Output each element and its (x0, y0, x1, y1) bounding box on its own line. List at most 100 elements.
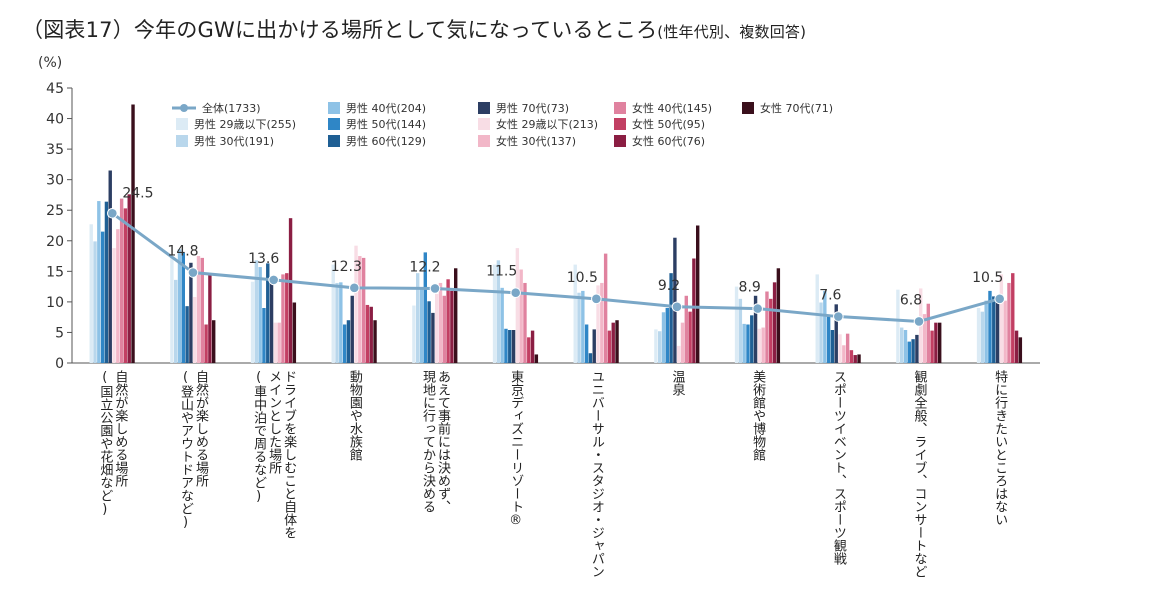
bar (658, 331, 662, 363)
bar (734, 286, 739, 363)
bar (834, 304, 838, 363)
bar (592, 329, 596, 363)
bar (196, 256, 201, 363)
legend-label: 男性 60代(129) (346, 134, 426, 148)
bar (123, 208, 128, 363)
bar (680, 322, 685, 363)
bar (769, 298, 773, 363)
legend-swatch (614, 102, 626, 114)
total-data-label: 8.9 (739, 280, 761, 296)
total-point (671, 301, 683, 313)
y-tick-label: 20 (46, 234, 64, 250)
bar (615, 320, 619, 363)
bar (611, 322, 615, 363)
category-label: スポーツイベント、スポーツ観戦 (831, 370, 847, 566)
total-line: 24.5 14.8 13.6 12.3 12.2 11.5 10.5 9.2 8.9 7.6 6.8… (107, 185, 1005, 327)
bar (423, 252, 427, 363)
legend-label: 女性 60代(76) (632, 134, 705, 148)
bar (776, 268, 781, 363)
legend-label: 女性 70代(71) (760, 101, 833, 115)
bar (119, 198, 124, 363)
bar (761, 327, 765, 363)
bar (915, 334, 919, 363)
bar (508, 330, 512, 363)
bar (934, 322, 938, 363)
bar (254, 260, 259, 363)
y-tick-label: 0 (55, 356, 64, 372)
bar (692, 258, 696, 363)
bar (896, 289, 900, 363)
bar (534, 354, 539, 363)
axes: (%) 0 5 10 15 20 25 30 35 40 45 (38, 55, 1040, 372)
chart-title: （図表17）今年のGWに出かける場所として気になっているところ(性年代別、複数回… (22, 14, 806, 44)
bar (500, 287, 504, 363)
category-label: メインとした場所 (266, 370, 282, 474)
legend-swatch (478, 118, 490, 130)
legend-swatch (614, 118, 626, 130)
total-data-label: 9.2 (658, 278, 680, 294)
bar (292, 302, 297, 363)
bar (577, 292, 581, 363)
bar (688, 311, 692, 363)
bar (1011, 273, 1015, 363)
bar (753, 295, 758, 363)
category-label: あえて事前には決めず、 (435, 370, 451, 513)
category-label: (登山やアウトドアなど) (178, 370, 194, 530)
legend-swatch (478, 102, 490, 114)
legend-label: 女性 40代(145) (632, 101, 712, 115)
bar (431, 312, 435, 363)
category-label: 美術館や博物館 (750, 370, 766, 461)
bar (504, 328, 508, 363)
bar (600, 282, 604, 363)
bar (273, 322, 278, 363)
bar (492, 264, 497, 363)
bar (669, 273, 673, 363)
y-tick-label: 30 (46, 173, 64, 189)
bar (519, 269, 523, 363)
bar (266, 263, 270, 363)
total-point (187, 267, 199, 278)
category-label: 現地に行ってから決める (420, 370, 436, 513)
legend: 全体(1733) 男性 29歳以下(255) 男性 30代(191) 男性 40代(2… (172, 101, 833, 148)
bar (581, 290, 585, 363)
bar (588, 353, 593, 363)
category-label: 観劇全般、ライブ、コンサートなど (912, 370, 928, 578)
category-label: (車中泊で周るなど) (251, 370, 267, 504)
bar (281, 274, 285, 363)
legend-label: 女性 29歳以下(213) (496, 117, 598, 131)
bar (177, 249, 182, 363)
legend-label: 女性 50代(95) (632, 117, 705, 131)
bar (673, 237, 677, 363)
legend-line-marker (180, 104, 188, 112)
bar (750, 315, 754, 363)
legend-label: 男性 70代(73) (496, 101, 569, 115)
bar (772, 282, 777, 363)
y-tick-label: 35 (46, 142, 64, 158)
bar (511, 330, 516, 363)
bar (838, 334, 842, 363)
bar (427, 301, 431, 363)
total-point (510, 287, 521, 299)
bar (907, 341, 911, 363)
bar (849, 350, 854, 363)
bar (262, 308, 266, 363)
total-point (913, 316, 925, 327)
bar (900, 327, 904, 363)
bar (131, 104, 135, 363)
bar (200, 257, 204, 363)
legend-label: 男性 30代(191) (194, 134, 274, 148)
bar (661, 312, 666, 363)
category-label: 特に行きたいところはない (992, 370, 1008, 526)
chart-title-main: （図表17）今年のGWに出かける場所として気になっているところ (22, 18, 658, 42)
bar (365, 304, 370, 363)
bar (97, 201, 101, 363)
bar (842, 345, 846, 363)
bar (738, 298, 743, 363)
bar (212, 320, 216, 363)
total-data-label: 7.6 (819, 288, 841, 304)
category-label: ユニバーサル・スタジオ・ジャパン (589, 370, 605, 578)
bar (354, 245, 358, 363)
legend-swatch (328, 102, 340, 114)
total-data-label: 12.3 (331, 259, 362, 275)
bar (984, 300, 988, 363)
